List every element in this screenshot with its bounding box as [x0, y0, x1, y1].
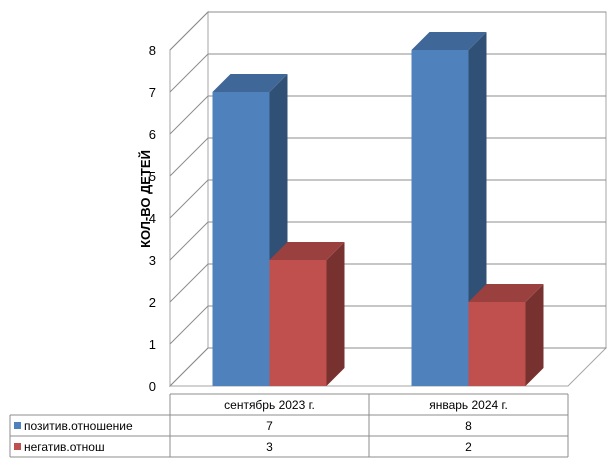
- bar-front: [270, 260, 327, 386]
- data-label: 8: [465, 419, 472, 433]
- legend-entry: негатив.отнош: [24, 440, 105, 454]
- bar-front: [213, 92, 270, 386]
- y-axis-label: КОЛ-ВО ДЕТЕЙ: [138, 150, 153, 248]
- legend-swatch: [14, 443, 21, 450]
- legend-entry: позитив.отношение: [24, 419, 133, 433]
- y-tick-label: 1: [149, 337, 156, 352]
- y-tick-label: 6: [149, 127, 156, 142]
- bar-front: [412, 50, 469, 386]
- x-tick-label: сентябрь 2023 г.: [224, 398, 315, 412]
- y-tick-label: 8: [149, 43, 156, 58]
- data-label: 7: [266, 419, 273, 433]
- data-label: 2: [465, 440, 472, 454]
- x-tick-label: январь 2024 г.: [429, 398, 508, 412]
- y-tick-label: 7: [149, 85, 156, 100]
- bar-side: [327, 242, 345, 386]
- data-label: 3: [266, 440, 273, 454]
- y-tick-label: 2: [149, 295, 156, 310]
- bar-front: [469, 302, 526, 386]
- y-tick-label: 3: [149, 253, 156, 268]
- bar: [469, 284, 544, 386]
- legend-swatch: [14, 422, 21, 429]
- bar: [270, 242, 345, 386]
- data-table: сентябрь 2023 г. январь 2024 г. позитив.от…: [10, 394, 568, 457]
- y-tick-label: 0: [149, 379, 156, 394]
